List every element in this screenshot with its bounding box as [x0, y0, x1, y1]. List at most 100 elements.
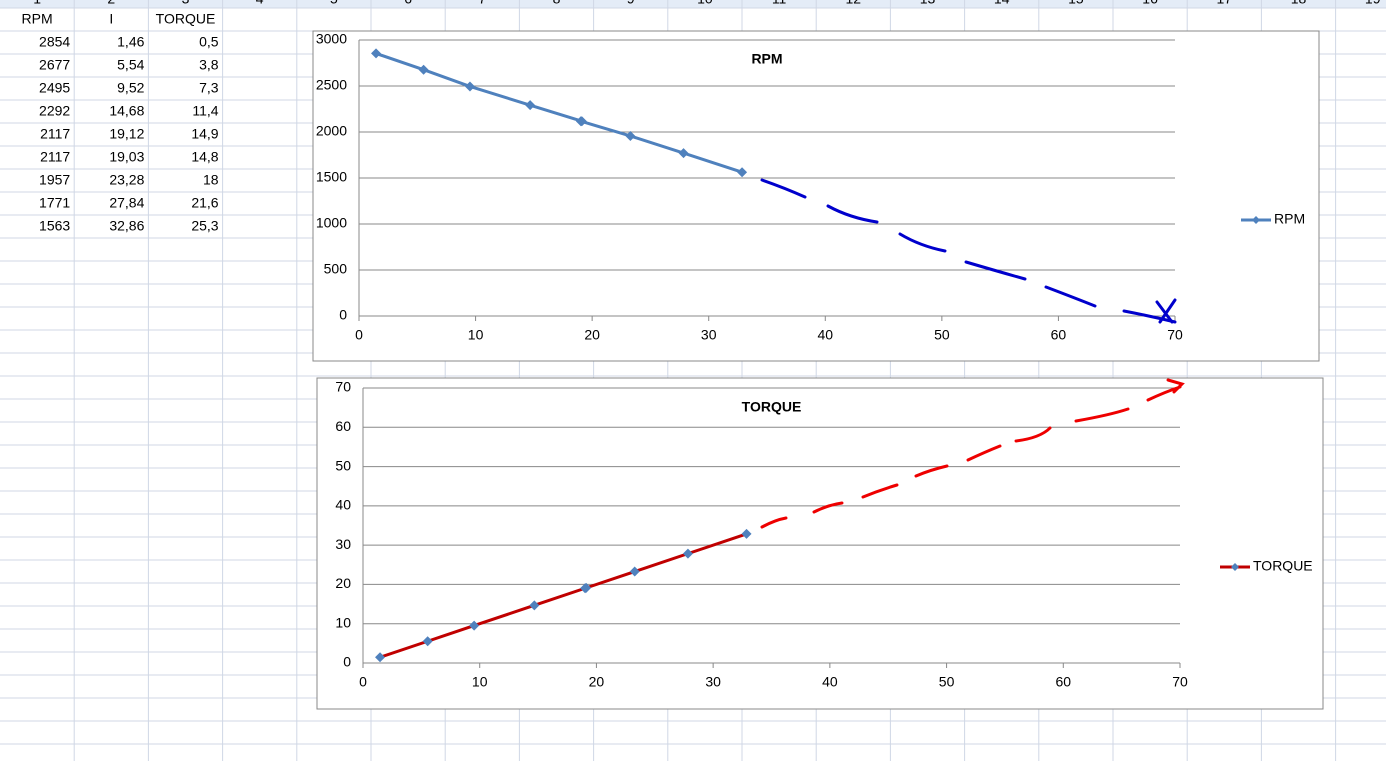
table-cell: 3,8	[199, 57, 219, 73]
x-tick-label: 70	[1167, 327, 1183, 343]
data-marker	[464, 81, 475, 92]
data-marker	[422, 636, 433, 647]
x-tick-label: 30	[701, 327, 717, 343]
table-cell: 14,8	[191, 149, 218, 165]
x-tick-label: 30	[705, 674, 721, 690]
data-marker	[741, 528, 752, 539]
chart-title: TORQUE	[742, 399, 802, 415]
scribble	[812, 501, 844, 514]
x-tick-label: 50	[934, 327, 950, 343]
column-header: 6	[404, 0, 412, 7]
data-marker	[529, 600, 540, 611]
data-marker	[580, 583, 591, 594]
table-cell: 14,9	[191, 126, 218, 142]
column-header: 3	[182, 0, 190, 7]
data-marker	[469, 620, 480, 631]
y-tick-label: 40	[335, 497, 351, 513]
column-header: 17	[1217, 0, 1233, 7]
x-tick-label: 60	[1055, 674, 1071, 690]
scribble-arrow	[1146, 378, 1185, 402]
column-header: 2	[107, 0, 115, 7]
table-cell: 1957	[39, 172, 70, 188]
table-cell: 1,46	[117, 34, 144, 50]
data-marker	[375, 652, 386, 663]
column-header: 11	[772, 0, 787, 7]
column-header: 18	[1291, 0, 1307, 7]
y-tick-label: 1500	[316, 169, 347, 185]
chart: 0 10 20 30 40 50 60 70 0 10 20 30 40 50 60 70 TORQUE TORQ…	[316, 377, 1324, 710]
column-header: 16	[1142, 0, 1158, 7]
scribble	[1074, 407, 1130, 423]
legend-marker	[1231, 563, 1239, 571]
data-marker	[625, 130, 636, 141]
y-tick-label: 0	[343, 654, 351, 670]
table-cell: 11,4	[192, 103, 218, 119]
scribble	[914, 464, 949, 478]
x-tick-label: 0	[355, 327, 363, 343]
data-marker	[737, 167, 748, 178]
hand-drawn-rpm	[760, 178, 1177, 324]
y-tick-label: 0	[339, 307, 347, 323]
x-tick-label: 40	[817, 327, 833, 343]
x-tick-label: 20	[589, 674, 605, 690]
legend-marker	[1252, 216, 1260, 224]
table-cell: 9,52	[117, 80, 144, 96]
y-tick-label: 50	[335, 457, 351, 473]
scribble-x	[1155, 298, 1177, 324]
column-header: 7	[478, 0, 486, 7]
x-tick-label: 70	[1172, 674, 1188, 690]
column-header: 12	[846, 0, 862, 7]
scribble	[861, 483, 899, 499]
scribble	[1044, 285, 1097, 308]
legend-label: RPM	[1274, 211, 1305, 227]
scribble	[760, 178, 807, 199]
column-header: 10	[697, 0, 713, 7]
y-tick-label: 2500	[316, 77, 347, 93]
table-cell: 25,3	[191, 218, 218, 234]
x-tick-label: 0	[359, 674, 367, 690]
chart-frame	[316, 377, 1324, 710]
column-header: 5	[330, 0, 338, 7]
x-tick-label: 40	[822, 674, 838, 690]
table-cell: 2854	[39, 34, 70, 50]
y-tick-label: 20	[335, 575, 351, 591]
table-cell: 2677	[39, 57, 70, 73]
column-header: 14	[994, 0, 1010, 7]
scribble	[964, 260, 1027, 281]
table-cell: 2292	[39, 103, 70, 119]
y-tick-label: 10	[335, 614, 351, 630]
x-tick-label: 20	[584, 327, 600, 343]
column-header: 19	[1365, 0, 1381, 7]
column-header-bar	[0, 0, 1386, 8]
table-cell: 1563	[39, 218, 70, 234]
y-tick-label: 30	[335, 536, 351, 552]
table-header: TORQUE	[156, 11, 216, 27]
data-marker	[525, 100, 536, 111]
column-header: 4	[256, 0, 264, 7]
data-marker	[418, 64, 429, 75]
data-marker	[371, 48, 382, 59]
scribble	[826, 204, 879, 224]
table-cell: 19,12	[109, 126, 144, 142]
data-marker	[682, 548, 693, 559]
table-cell: 2117	[40, 149, 70, 165]
x-tick-label: 60	[1051, 327, 1067, 343]
hand-drawn-torque	[760, 378, 1185, 529]
x-tick-label: 10	[472, 674, 488, 690]
table-cell: 19,03	[109, 149, 144, 165]
column-header: 8	[553, 0, 561, 7]
y-tick-label: 70	[335, 379, 351, 395]
table-cell: 7,3	[199, 80, 219, 96]
data-marker	[678, 148, 689, 159]
x-tick-label: 10	[468, 327, 484, 343]
column-header: 9	[627, 0, 635, 7]
chart: 0 500 1000 1500 2000 2500 3000 0 10 20 30 40 50 60 70 R…	[312, 30, 1320, 362]
legend-label: TORQUE	[1253, 558, 1313, 574]
scribble	[898, 232, 947, 253]
column-header: 1	[33, 0, 41, 7]
table-cell: 32,86	[109, 218, 144, 234]
table-cell: 18	[203, 172, 219, 188]
table-cell: 0,5	[199, 34, 219, 50]
y-tick-label: 500	[324, 261, 348, 277]
